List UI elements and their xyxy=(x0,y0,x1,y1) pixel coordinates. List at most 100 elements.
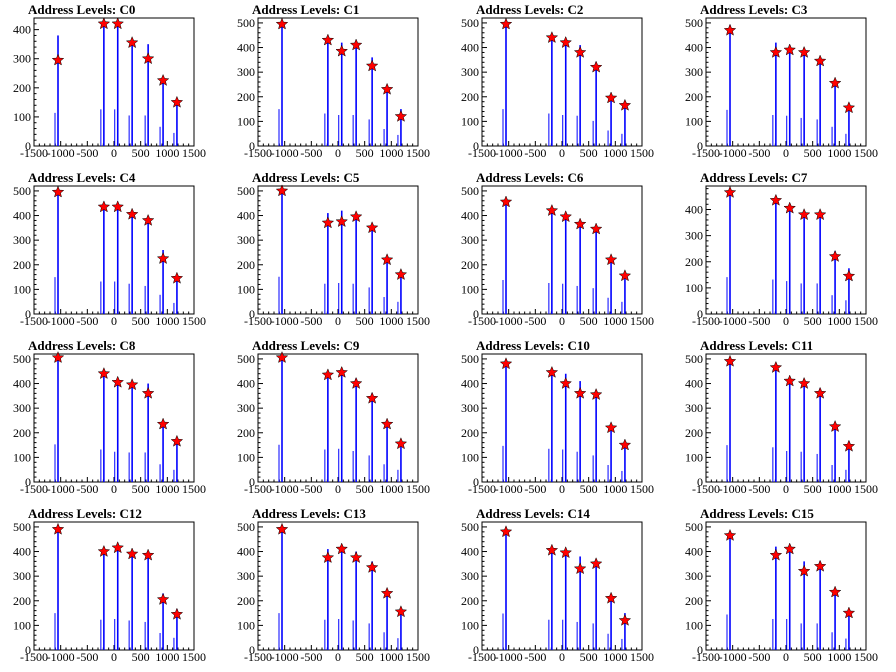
chart-panel-15: Address Levels: C15 0 100 200 300 400 500 -1500… xyxy=(672,504,896,672)
y-tick-label: 400 xyxy=(13,377,31,391)
peak-marker xyxy=(545,203,559,217)
y-tick-label: 500 xyxy=(237,16,255,30)
chart-panel-1: Address Levels: C1 0 100 200 300 400 500 -1500-… xyxy=(224,0,448,168)
peak-marker xyxy=(380,253,394,266)
x-tick-label: 1000 xyxy=(379,482,403,496)
y-tick-label: 300 xyxy=(237,401,255,415)
peak-marker xyxy=(589,222,603,235)
chart-panel-0: Address Levels: C0 0 100 200 300 400 -1500 -100… xyxy=(0,0,224,168)
peak-marker xyxy=(125,378,139,391)
peak-marker xyxy=(365,59,379,72)
x-tick-label: -1000 xyxy=(495,650,523,664)
chart-svg: Address Levels: C90100200300400500-1500-… xyxy=(237,338,430,496)
x-tick-label: -1500 xyxy=(244,650,272,664)
chart-panel-5: Address Levels: C5 0 100 200 300 400 500 -1500-… xyxy=(224,168,448,336)
y-tick-label: 500 xyxy=(13,352,31,366)
x-tick-label: -1500 xyxy=(244,314,272,328)
x-tick-label: 500 xyxy=(804,650,822,664)
y-tick-label: 0 xyxy=(473,475,479,489)
peak-marker xyxy=(828,76,842,89)
y-tick-label: 500 xyxy=(461,184,479,198)
y-tick-label: 0 xyxy=(473,139,479,153)
x-tick-label: 500 xyxy=(356,146,374,160)
peak-marker xyxy=(499,17,513,30)
x-tick-label: 0 xyxy=(783,482,789,496)
y-tick-label: 500 xyxy=(237,184,255,198)
y-tick-label: 500 xyxy=(237,352,255,366)
peak-marker xyxy=(97,367,111,380)
peak-marker xyxy=(321,216,335,229)
x-tick-label: 1500 xyxy=(406,314,430,328)
chart-title: Address Levels: C7 xyxy=(700,170,808,185)
x-tick-label: 500 xyxy=(804,482,822,496)
x-tick-label: -500 xyxy=(76,482,98,496)
y-tick-label: 200 xyxy=(13,81,31,95)
x-tick-label: -1500 xyxy=(20,650,48,664)
peak-marker xyxy=(335,215,349,228)
peak-marker xyxy=(141,548,155,561)
peak-marker xyxy=(321,368,335,381)
x-tick-label: 1000 xyxy=(603,314,627,328)
peak-marker xyxy=(813,559,827,572)
y-tick-label: 200 xyxy=(461,90,479,104)
y-tick-label: 100 xyxy=(237,450,255,464)
x-tick-label: 500 xyxy=(804,314,822,328)
peak-marker xyxy=(141,213,155,226)
x-tick-label: 1500 xyxy=(406,146,430,160)
peak-marker xyxy=(604,91,618,104)
x-tick-label: 500 xyxy=(804,146,822,160)
y-tick-label: 100 xyxy=(685,618,703,632)
x-tick-label: -500 xyxy=(748,650,770,664)
peak-marker xyxy=(394,437,408,450)
y-tick-label: 500 xyxy=(13,184,31,198)
peak-marker xyxy=(349,210,363,223)
x-tick-label: -500 xyxy=(300,146,322,160)
x-tick-label: -1500 xyxy=(468,650,496,664)
x-tick-label: 500 xyxy=(580,146,598,160)
y-tick-label: 200 xyxy=(237,90,255,104)
x-tick-label: 1000 xyxy=(827,146,851,160)
chart-panel-10: Address Levels: C10 0 100 200 300 400 500 -1500… xyxy=(448,336,672,504)
x-tick-label: -500 xyxy=(300,482,322,496)
y-tick-label: 300 xyxy=(461,401,479,415)
x-tick-label: 1000 xyxy=(155,314,179,328)
x-tick-label: -500 xyxy=(524,146,546,160)
x-tick-label: 1500 xyxy=(630,482,654,496)
peak-marker xyxy=(723,185,737,198)
x-tick-label: 1000 xyxy=(379,146,403,160)
peak-marker xyxy=(394,109,408,122)
y-tick-label: 200 xyxy=(13,426,31,440)
peak-marker xyxy=(842,439,856,452)
y-tick-label: 400 xyxy=(237,41,255,55)
peak-marker xyxy=(335,365,349,378)
x-tick-label: -500 xyxy=(300,314,322,328)
peak-marker xyxy=(125,547,139,560)
x-tick-label: -1000 xyxy=(271,146,299,160)
y-tick-label: 200 xyxy=(685,426,703,440)
peak-marker xyxy=(723,23,737,36)
peak-marker xyxy=(51,185,65,198)
peak-marker xyxy=(275,522,289,535)
y-tick-label: 200 xyxy=(685,255,703,269)
x-tick-label: -500 xyxy=(748,482,770,496)
x-tick-label: 0 xyxy=(559,650,565,664)
chart-svg: Address Levels: C12 0 100 200 300 400 500 -1500… xyxy=(13,506,206,664)
peak-marker xyxy=(842,269,856,282)
peak-marker xyxy=(545,543,559,556)
peak-marker xyxy=(769,193,783,206)
peak-marker xyxy=(321,551,335,564)
peak-marker xyxy=(573,562,587,575)
chart-svg: Address Levels: C11 0 100 200 300 400 500 -1500… xyxy=(685,338,878,496)
x-tick-label: 500 xyxy=(580,650,598,664)
y-tick-label: 0 xyxy=(473,307,479,321)
y-tick-label: 100 xyxy=(461,114,479,128)
peak-marker xyxy=(783,374,797,387)
y-tick-label: 0 xyxy=(473,643,479,657)
x-tick-label: -1000 xyxy=(495,146,523,160)
x-tick-label: -1500 xyxy=(20,482,48,496)
x-tick-label: -1500 xyxy=(244,482,272,496)
chart-panel-12: Address Levels: C12 0 100 200 300 400 500 -1500… xyxy=(0,504,224,672)
chart-panel-2: Address Levels: C2 0 100 200 300 400 500 -1500-… xyxy=(448,0,672,168)
x-tick-label: 1500 xyxy=(630,314,654,328)
